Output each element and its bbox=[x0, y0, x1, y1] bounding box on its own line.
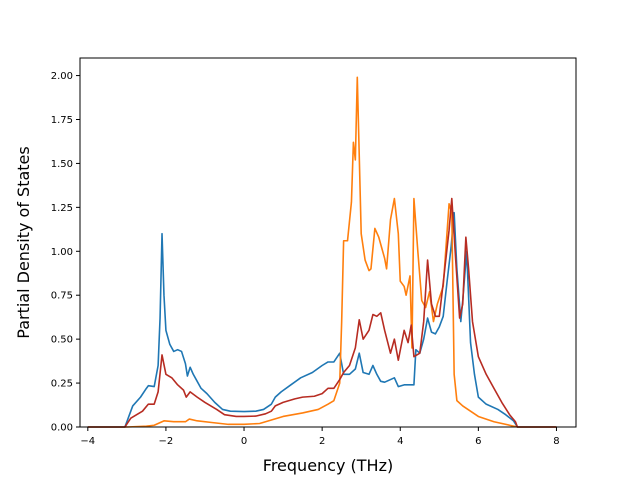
x-tick-label: −2 bbox=[159, 436, 174, 447]
y-tick-label: 0.50 bbox=[51, 335, 73, 346]
y-tick-label: 2.00 bbox=[51, 71, 73, 82]
y-tick-label: 0.25 bbox=[51, 379, 73, 390]
series-line-3 bbox=[87, 197, 557, 428]
x-tick-label: 4 bbox=[397, 436, 403, 447]
x-tick-label: 2 bbox=[319, 436, 325, 447]
x-axis-label: Frequency (THz) bbox=[263, 456, 393, 475]
y-tick-label: 1.75 bbox=[51, 115, 73, 126]
x-tick-label: −4 bbox=[80, 436, 95, 447]
y-tick-label: 1.50 bbox=[51, 159, 73, 170]
series-line-2 bbox=[87, 76, 557, 428]
y-tick-label: 0.00 bbox=[51, 423, 73, 434]
x-axis-ticks: −4 −2 0 2 4 6 8 bbox=[80, 427, 560, 447]
y-axis-ticks: 0.00 0.25 0.50 0.75 1.00 1.25 1.50 1.75 2.00 bbox=[51, 71, 80, 434]
plot-lines bbox=[87, 76, 557, 428]
x-tick-label: 6 bbox=[475, 436, 481, 447]
y-tick-label: 0.75 bbox=[51, 291, 73, 302]
series-line-1 bbox=[87, 211, 557, 428]
y-tick-label: 1.25 bbox=[51, 203, 73, 214]
plot-frame bbox=[79, 57, 577, 428]
y-axis-label: Partial Density of States bbox=[14, 146, 33, 338]
y-tick-label: 1.00 bbox=[51, 247, 73, 258]
x-tick-label: 8 bbox=[553, 436, 559, 447]
x-tick-label: 0 bbox=[241, 436, 247, 447]
